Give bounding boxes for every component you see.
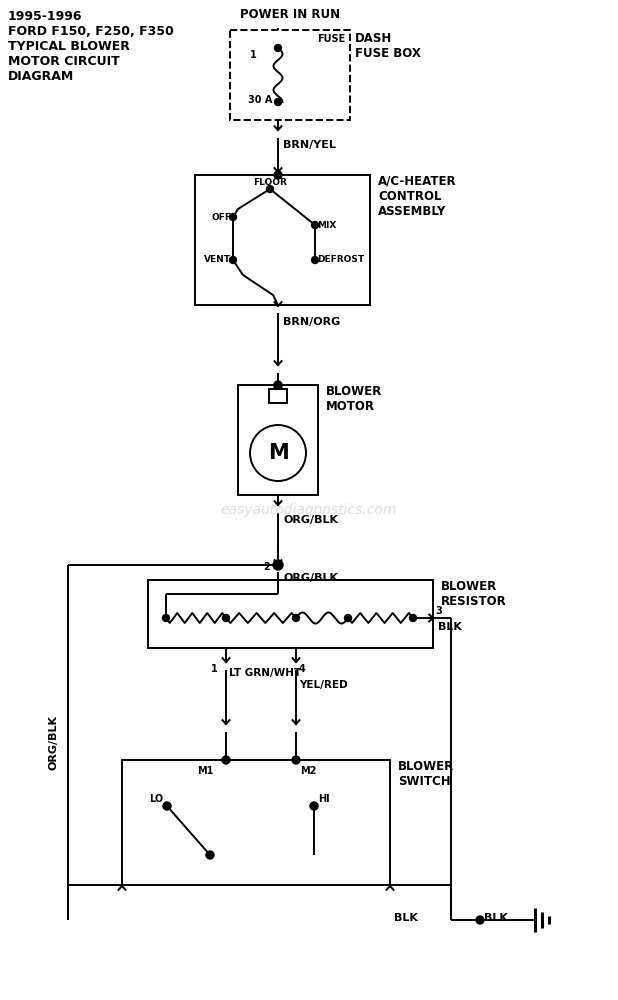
Text: M: M [268, 443, 289, 463]
Text: ORG/BLK: ORG/BLK [283, 515, 338, 525]
Text: POWER IN RUN: POWER IN RUN [240, 8, 340, 21]
Text: DEFROST: DEFROST [317, 255, 364, 264]
Text: 4: 4 [299, 664, 306, 674]
Text: LT GRN/WHT: LT GRN/WHT [229, 668, 301, 678]
Text: easyautodiagnostics.com: easyautodiagnostics.com [221, 503, 397, 517]
Text: 1: 1 [211, 664, 218, 674]
Text: BLK: BLK [484, 913, 508, 923]
Bar [230, 30, 350, 120]
Text: FLOOR: FLOOR [253, 178, 287, 187]
Text: YEL/RED: YEL/RED [299, 680, 347, 690]
Circle shape [274, 44, 282, 51]
Bar [269, 389, 287, 403]
Text: 1: 1 [250, 50, 256, 60]
Text: BRN/YEL: BRN/YEL [283, 140, 336, 150]
Text: M2: M2 [300, 766, 316, 776]
Text: BLOWER
RESISTOR: BLOWER RESISTOR [441, 580, 507, 608]
Circle shape [222, 756, 230, 764]
Text: VENT: VENT [204, 255, 231, 264]
Circle shape [311, 222, 318, 229]
Bar [148, 580, 433, 648]
Circle shape [274, 171, 282, 179]
Text: A/C-HEATER
CONTROL
ASSEMBLY: A/C-HEATER CONTROL ASSEMBLY [378, 175, 457, 218]
Text: BLOWER
MOTOR: BLOWER MOTOR [326, 385, 383, 413]
Circle shape [344, 614, 352, 621]
Text: BLK: BLK [394, 913, 418, 923]
Text: HI: HI [318, 794, 329, 804]
Text: 30 A: 30 A [248, 95, 273, 105]
Text: BLOWER
SWITCH: BLOWER SWITCH [398, 760, 454, 788]
Circle shape [311, 256, 318, 263]
Text: MIX: MIX [317, 221, 336, 230]
Circle shape [229, 256, 237, 263]
Circle shape [266, 186, 274, 192]
Circle shape [163, 614, 169, 621]
Bar [195, 175, 370, 305]
Circle shape [229, 214, 237, 221]
Circle shape [163, 802, 171, 810]
Bar [122, 760, 390, 885]
Circle shape [310, 802, 318, 810]
Text: 1995-1996
FORD F150, F250, F350
TYPICAL BLOWER
MOTOR CIRCUIT
DIAGRAM: 1995-1996 FORD F150, F250, F350 TYPICAL … [8, 10, 174, 83]
Text: DASH
FUSE BOX: DASH FUSE BOX [355, 32, 421, 60]
Text: OFF: OFF [211, 213, 231, 222]
Text: ORG/BLK: ORG/BLK [283, 573, 338, 583]
Text: 3: 3 [435, 606, 442, 616]
Bar [238, 385, 318, 495]
Text: M1: M1 [198, 766, 214, 776]
Circle shape [274, 99, 282, 105]
Circle shape [274, 381, 282, 389]
Circle shape [292, 614, 300, 621]
Circle shape [273, 560, 283, 570]
Circle shape [292, 756, 300, 764]
Circle shape [206, 851, 214, 859]
Circle shape [222, 614, 229, 621]
Text: 2: 2 [263, 562, 270, 572]
Text: BLK: BLK [438, 622, 462, 632]
Circle shape [476, 916, 484, 924]
Text: FUSE: FUSE [317, 34, 345, 44]
Circle shape [410, 614, 417, 621]
Text: BRN/ORG: BRN/ORG [283, 317, 341, 327]
Text: ORG/BLK: ORG/BLK [49, 715, 59, 770]
Text: LO: LO [149, 794, 163, 804]
